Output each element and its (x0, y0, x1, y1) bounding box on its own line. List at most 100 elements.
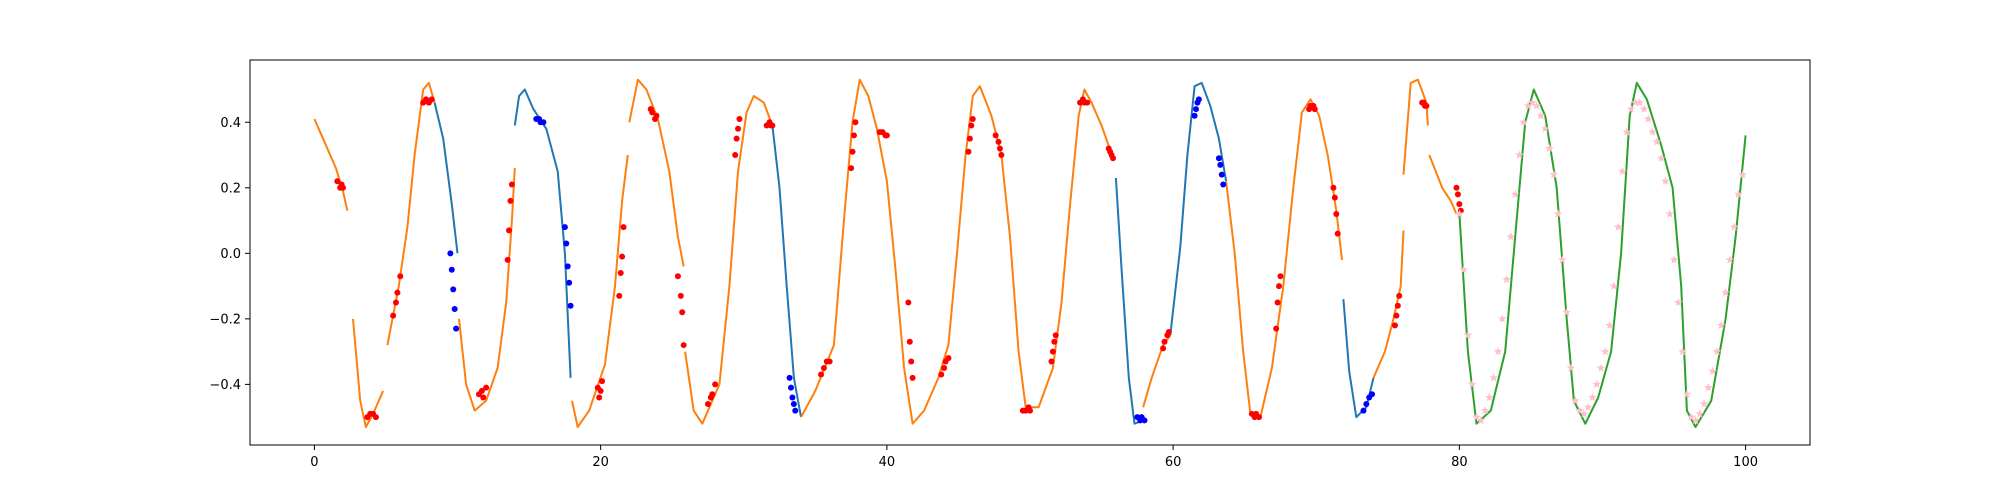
star-marker (1536, 111, 1546, 120)
star-marker (1609, 281, 1619, 290)
y-tick-label: 0.0 (220, 247, 241, 262)
data-point (992, 132, 999, 139)
star-marker (1631, 98, 1640, 107)
data-point (620, 224, 627, 231)
star-marker (1674, 298, 1683, 307)
star-marker (1738, 170, 1747, 179)
data-point (849, 148, 856, 155)
data-point (597, 387, 604, 394)
series-line-segment (571, 154, 629, 428)
star-marker (1476, 415, 1486, 425)
series-line-segment (1169, 81, 1228, 336)
series-line-segment (771, 125, 802, 418)
star-marker (1472, 412, 1481, 421)
star-marker (1553, 209, 1563, 218)
star-marker (1613, 222, 1623, 231)
star-marker (1489, 373, 1498, 382)
data-point (1276, 283, 1283, 290)
data-point (1141, 417, 1148, 424)
star-marker (1656, 153, 1666, 162)
data-point (679, 309, 686, 316)
star-marker (1455, 209, 1464, 218)
data-point (674, 273, 681, 280)
star-marker (1648, 127, 1657, 136)
data-point (508, 181, 515, 188)
data-point (1333, 211, 1340, 217)
star-marker (1596, 363, 1606, 372)
star-marker (1729, 222, 1739, 231)
data-point (390, 312, 397, 319)
data-point (966, 135, 973, 142)
data-point (450, 286, 457, 293)
star-marker (1579, 409, 1589, 418)
data-point (1195, 96, 1202, 103)
star-marker (1498, 314, 1507, 323)
data-point (566, 279, 573, 286)
data-point (1084, 99, 1091, 106)
data-point (448, 266, 455, 273)
data-point (397, 273, 404, 280)
data-point (447, 250, 454, 257)
data-point (451, 306, 458, 313)
data-point (1220, 181, 1227, 188)
star-marker (1510, 189, 1520, 198)
star-marker (1699, 399, 1709, 408)
data-point (1393, 312, 1400, 319)
data-point (680, 342, 687, 349)
data-point (969, 115, 976, 122)
data-point (599, 378, 606, 385)
data-point (712, 381, 719, 388)
star-marker (1571, 396, 1580, 405)
star-marker (1506, 232, 1516, 241)
data-point (965, 148, 972, 155)
data-point (945, 355, 952, 362)
data-point (334, 178, 341, 185)
data-point (996, 145, 1003, 152)
data-point (792, 407, 799, 414)
data-point (1274, 299, 1281, 306)
star-marker (1661, 176, 1670, 185)
data-point (340, 184, 347, 191)
series-line-segment (1114, 177, 1144, 425)
data-point (1049, 348, 1056, 355)
series-line-segment (1428, 154, 1458, 215)
data-point (1311, 106, 1318, 113)
star-marker (1721, 288, 1730, 297)
data-point (709, 391, 716, 398)
data-point (1051, 338, 1058, 345)
star-marker (1601, 347, 1610, 356)
data-point (1052, 332, 1059, 339)
data-point (769, 122, 776, 129)
y-tick-label: −0.4 (209, 378, 241, 393)
data-point (1191, 112, 1198, 119)
star-marker (1523, 101, 1533, 110)
data-point (787, 384, 794, 391)
star-marker (1519, 117, 1528, 126)
series-line-segment (1372, 230, 1405, 379)
data-point (1027, 407, 1033, 414)
data-point (453, 325, 460, 332)
star-marker (1605, 320, 1614, 329)
data-point (561, 224, 568, 231)
series-line-segment (800, 78, 1114, 425)
star-marker (1515, 150, 1524, 159)
data-point (1453, 184, 1460, 191)
data-point (653, 112, 660, 119)
data-point (1396, 292, 1403, 299)
data-point (1423, 102, 1430, 109)
data-point (649, 109, 656, 116)
data-point (1330, 184, 1337, 191)
star-marker (1622, 127, 1632, 136)
data-point (704, 401, 711, 408)
star-marker (1665, 209, 1674, 218)
axes: 0 20 40 60 80 100 −0.4 −0.2 0.0 0.2 0.4 (209, 116, 1758, 470)
star-marker (1686, 412, 1696, 421)
plot-area (313, 78, 1747, 428)
data-point (1160, 345, 1167, 352)
data-point (1454, 191, 1461, 198)
star-marker (1562, 307, 1571, 316)
data-point (540, 119, 547, 126)
x-tick-label: 0 (310, 455, 318, 470)
data-point (790, 401, 797, 408)
